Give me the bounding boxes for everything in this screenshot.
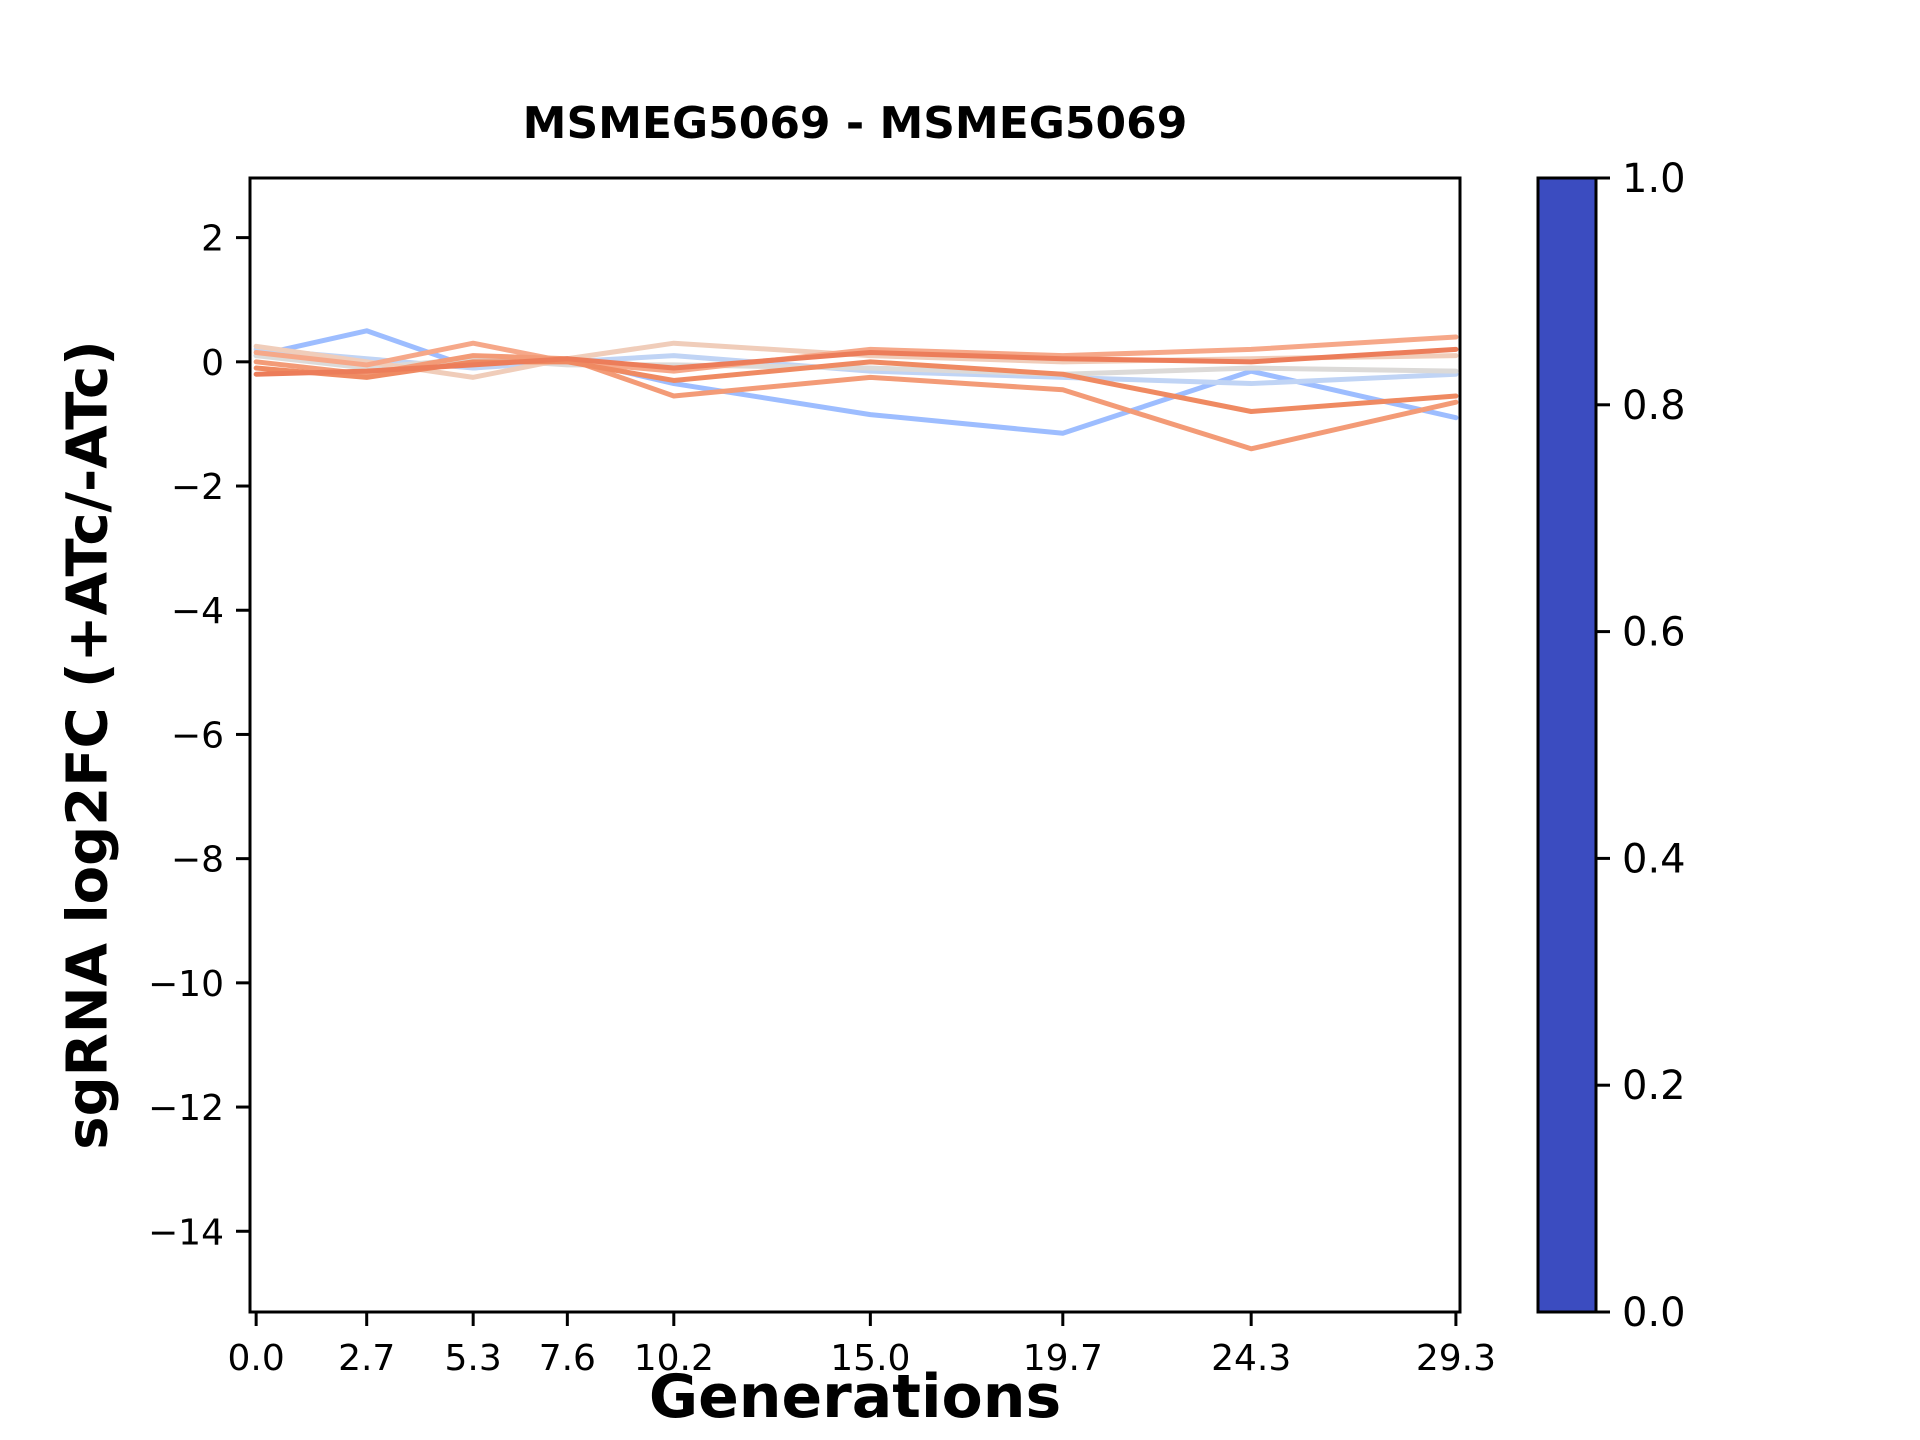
axes-box xyxy=(248,176,1462,1314)
tick-label: 0.4 xyxy=(1622,836,1686,882)
plot-line-sgRNA-7 xyxy=(253,359,1459,415)
tick-label: 0.0 xyxy=(1622,1290,1686,1336)
tick-label: −6 xyxy=(171,715,224,756)
tick-label: 5.3 xyxy=(445,1338,502,1379)
tick-label: 0.2 xyxy=(1622,1063,1686,1109)
tick-label: 0.8 xyxy=(1622,383,1686,429)
plot-line-sgRNA-1 xyxy=(253,328,1459,436)
tick-label: −8 xyxy=(171,840,224,881)
colorbar-gradient xyxy=(1538,178,1596,1312)
plot-line-sgRNA-2 xyxy=(253,346,1459,387)
chart-title: MSMEG5069 - MSMEG5069 xyxy=(522,98,1188,149)
tick-label: −10 xyxy=(148,964,224,1005)
tick-label: −4 xyxy=(171,591,224,632)
tick-label: 2.7 xyxy=(338,1338,395,1379)
plot-line-sgRNA-5 xyxy=(253,334,1459,374)
tick-label: 10.2 xyxy=(634,1338,714,1379)
tick-label: 0.0 xyxy=(228,1338,285,1379)
colorbar-border xyxy=(1536,176,1598,1314)
tick-label: −14 xyxy=(148,1212,224,1253)
tick-label: 2 xyxy=(201,219,224,260)
tick-label: 7.6 xyxy=(539,1338,596,1379)
tick-label: 1.0 xyxy=(1622,156,1686,202)
y-axis-label: sgRNA log2FC (+ATc/-ATc) xyxy=(55,340,121,1150)
tick-label: 29.3 xyxy=(1416,1338,1496,1379)
tick-label: 15.0 xyxy=(830,1338,910,1379)
tick-label: 0.6 xyxy=(1622,610,1686,656)
tick-label: 0 xyxy=(201,343,224,384)
x-axis-label: Generations xyxy=(648,1362,1062,1432)
tick-label: −2 xyxy=(171,467,224,508)
tick-label: 19.7 xyxy=(1023,1338,1103,1379)
tick-label: 24.3 xyxy=(1211,1338,1291,1379)
tick-label: −12 xyxy=(148,1088,224,1129)
plot-line-sgRNA-8 xyxy=(253,346,1459,377)
